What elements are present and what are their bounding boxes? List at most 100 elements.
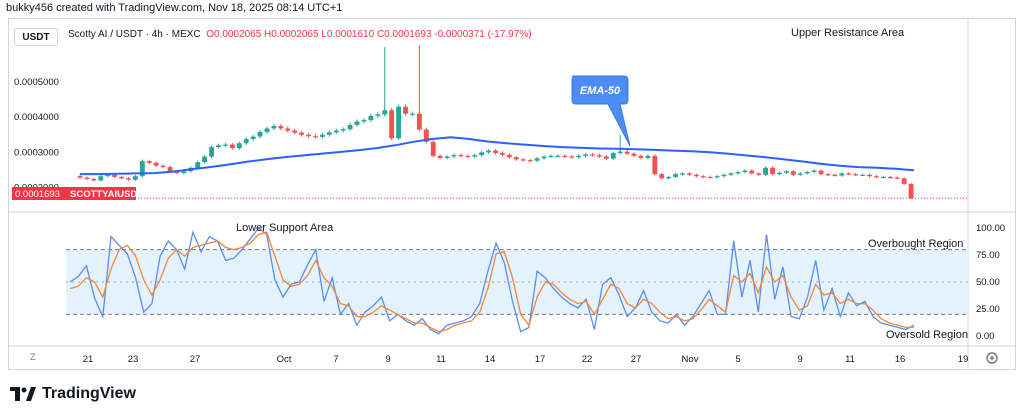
legend-symbol: Scotty AI / USDT · 4h · MEXC: [68, 29, 201, 40]
candle-body: [583, 154, 588, 156]
candle-body: [804, 172, 810, 174]
candle-body: [174, 171, 180, 174]
currency-button[interactable]: USDT: [14, 28, 58, 46]
ema-callout[interactable]: EMA-50: [571, 75, 631, 147]
time-tick-label: 22: [582, 354, 593, 365]
candle-body: [112, 174, 118, 177]
candle-body: [202, 156, 208, 163]
candle-body: [326, 132, 332, 135]
symbol-tag: [66, 187, 136, 200]
candle-body: [520, 159, 526, 161]
candle-body: [527, 160, 533, 162]
candle-body: [486, 150, 492, 153]
candle-body: [292, 130, 298, 133]
candle-body: [617, 151, 623, 154]
candle-body: [562, 155, 568, 158]
candle-body: [278, 126, 284, 129]
candle-body: [451, 155, 457, 157]
oscillator-tick-label: 0.00: [976, 331, 995, 342]
candle-body: [126, 178, 131, 180]
candle-body: [652, 155, 658, 175]
time-tick-label: 17: [535, 354, 546, 365]
candle-body: [167, 167, 173, 172]
candle-body: [77, 176, 83, 178]
time-tick-label: 27: [190, 354, 201, 365]
candle-body: [846, 173, 852, 175]
candle-body: [430, 141, 436, 156]
candle-body: [223, 144, 228, 146]
price-tick-label: 0.0005000: [14, 77, 59, 88]
tradingview-logo: TradingView: [10, 385, 136, 403]
lower-support-label: Lower Support Area: [236, 222, 334, 234]
candle-body: [299, 132, 305, 135]
symbol-tag-label: SCOTTYAIUSDT: [70, 189, 143, 200]
candle-body: [410, 113, 415, 115]
candle-body: [555, 155, 561, 158]
time-tick-label: 11: [845, 354, 855, 365]
candle-body: [250, 136, 256, 139]
time-tick-label: 7: [333, 354, 338, 365]
ema-callout-label: EMA-50: [580, 85, 621, 97]
time-axis-ticks: 21 23 27 Oct 7 9 11 14 17 22 27 Nov 5 9 11 16 19: [83, 354, 969, 365]
candle-body: [347, 124, 353, 130]
legend-close: C0.0001693: [376, 29, 432, 40]
candle-body: [638, 155, 644, 158]
candle-body: [687, 173, 692, 175]
candle-body: [631, 153, 637, 156]
candle-body: [832, 174, 838, 177]
candle-body: [479, 152, 485, 156]
candle-body: [375, 114, 381, 116]
candle-body: [534, 158, 540, 161]
tradingview-logo-icon: [10, 387, 36, 401]
candle-body: [666, 176, 672, 179]
candle-body: [403, 106, 408, 114]
settings-gear-icon[interactable]: [986, 352, 998, 364]
upper-resistance-label: Upper Resistance Area: [791, 27, 905, 39]
candle-body: [195, 162, 201, 168]
candle-body: [181, 171, 187, 174]
candle-body: [624, 151, 630, 154]
candle-body: [548, 155, 554, 158]
candle-body: [458, 155, 464, 157]
candle-body: [721, 174, 727, 177]
candle-body: [389, 110, 395, 139]
timezone-button[interactable]: Z: [30, 352, 36, 362]
candle-body: [500, 153, 505, 155]
candle-body: [146, 161, 152, 163]
candle-body: [541, 156, 547, 159]
candle-body: [797, 173, 803, 175]
price-tick-label: 0.0003000: [14, 147, 59, 158]
time-tick-label: 19: [958, 354, 969, 365]
candle-body: [576, 155, 582, 158]
time-tick-label: 14: [485, 354, 496, 365]
candle-body: [105, 174, 111, 177]
candle-body: [590, 154, 595, 156]
oscillator-tick-label: 25.00: [976, 304, 1000, 315]
candle-body: [84, 177, 90, 180]
last-price-tag: [12, 187, 66, 200]
legend-high: H0.0002065: [264, 29, 319, 40]
overbought-label: Overbought Region: [868, 238, 963, 250]
legend-low: L0.0001610: [321, 29, 375, 40]
candle-body: [867, 174, 872, 177]
candle-body: [860, 174, 866, 177]
candle-body: [908, 183, 914, 199]
candle-body: [880, 176, 886, 179]
candle-body: [465, 155, 471, 158]
candle-body: [319, 134, 325, 137]
candle-body: [610, 153, 616, 159]
candle-body: [763, 167, 769, 175]
ema-callout-bubble: [571, 75, 631, 147]
candle-body: [513, 157, 519, 160]
oscillator-fast-line: [69, 227, 915, 335]
oscillator-slow-line: [69, 231, 914, 333]
candle-body: [700, 176, 706, 178]
time-tick-label: 5: [735, 354, 740, 365]
candle-body: [354, 121, 360, 125]
candle-body: [887, 176, 893, 179]
oscillator-tick-label: 100.00: [976, 223, 1005, 234]
candle-body: [714, 176, 720, 178]
candle-body: [825, 174, 831, 176]
candle-body: [673, 174, 679, 177]
